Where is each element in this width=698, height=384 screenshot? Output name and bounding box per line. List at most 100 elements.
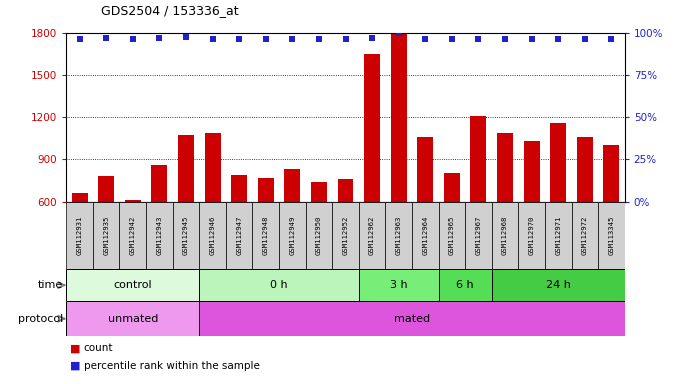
Point [446,35,457,41]
Bar [178,136,194,202]
Bar [279,202,306,269]
Point [500,35,511,41]
Point [101,35,112,41]
Bar [572,202,598,269]
Bar [253,202,279,269]
Bar [412,202,438,269]
Bar [151,165,168,202]
Point [260,35,272,41]
Text: GSM112935: GSM112935 [103,215,109,255]
Text: 24 h: 24 h [546,280,571,290]
Bar [444,174,460,202]
Bar [231,175,247,202]
Bar [338,179,353,202]
Bar [497,132,513,202]
Text: GDS2504 / 153336_at: GDS2504 / 153336_at [101,4,239,17]
Point [127,36,138,43]
Text: unmated: unmated [107,314,158,324]
Bar [492,269,625,301]
Point [473,35,484,41]
Point [419,35,431,41]
Text: GSM112942: GSM112942 [130,215,136,255]
Text: GSM112963: GSM112963 [396,215,401,255]
Bar [470,116,487,202]
Text: GSM112971: GSM112971 [555,215,561,255]
Bar [465,202,492,269]
Bar [172,202,199,269]
Bar [66,202,93,269]
Bar [199,301,625,336]
Bar [364,54,380,202]
Bar [306,202,332,269]
Bar [66,301,199,336]
Text: 6 h: 6 h [456,280,474,290]
Text: GSM112952: GSM112952 [343,215,348,255]
Text: GSM112962: GSM112962 [369,215,375,255]
Text: GSM112945: GSM112945 [183,215,189,255]
Text: protocol: protocol [17,314,63,324]
Point [393,30,404,36]
Point [154,35,165,41]
Bar [391,34,407,202]
Point [74,36,85,43]
Text: GSM112950: GSM112950 [316,215,322,255]
Text: ■: ■ [70,361,80,371]
Bar [598,202,625,269]
Text: mated: mated [394,314,430,324]
Bar [524,141,540,202]
Bar [332,202,359,269]
Point [606,35,617,41]
Text: GSM112943: GSM112943 [156,215,163,255]
Text: GSM112947: GSM112947 [236,215,242,255]
Bar [359,269,438,301]
Bar [98,176,114,202]
Bar [604,145,619,202]
Text: GSM112964: GSM112964 [422,215,429,255]
Bar [284,169,300,202]
Text: GSM112967: GSM112967 [475,215,482,255]
Bar [438,202,465,269]
Bar [545,202,572,269]
Text: GSM113345: GSM113345 [609,215,614,255]
Point [234,35,245,41]
Text: count: count [84,343,113,354]
Text: GSM112946: GSM112946 [209,215,216,255]
Point [553,35,564,41]
Text: ■: ■ [70,343,80,354]
Text: GSM112965: GSM112965 [449,215,455,255]
Text: GSM112949: GSM112949 [290,215,295,255]
Bar [72,193,87,202]
Bar [492,202,519,269]
Bar [226,202,253,269]
Bar [359,202,385,269]
Point [579,35,591,41]
Bar [66,269,199,301]
Bar [199,269,359,301]
Bar [125,200,141,202]
Text: GSM112970: GSM112970 [528,215,535,255]
Point [526,35,537,41]
Text: 3 h: 3 h [390,280,408,290]
Text: percentile rank within the sample: percentile rank within the sample [84,361,260,371]
Bar [550,123,566,202]
Bar [119,202,146,269]
Bar [146,202,172,269]
Bar [519,202,545,269]
Point [207,35,218,41]
Point [366,35,378,41]
Bar [258,178,274,202]
Bar [577,137,593,202]
Point [287,35,298,41]
Text: GSM112972: GSM112972 [582,215,588,255]
Text: control: control [114,280,152,290]
Bar [385,202,412,269]
Bar [311,182,327,202]
Bar [417,137,433,202]
Text: GSM112931: GSM112931 [77,215,82,255]
Bar [93,202,119,269]
Text: time: time [38,280,63,290]
Point [313,35,325,41]
Bar [205,132,221,202]
Point [180,34,191,40]
Text: GSM112948: GSM112948 [262,215,269,255]
